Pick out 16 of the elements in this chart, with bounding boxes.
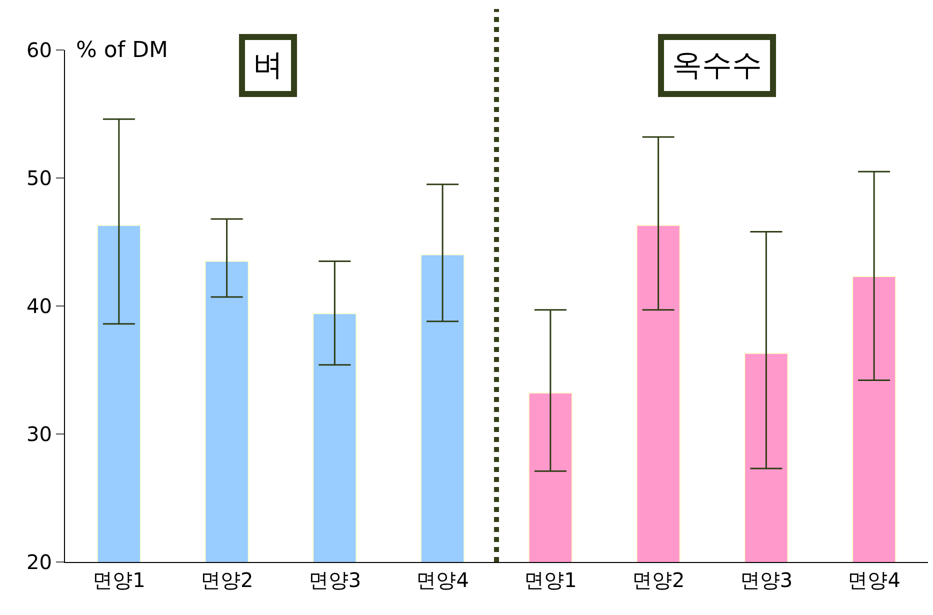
y-tick-label: 60	[26, 38, 52, 62]
y-tick-label: 30	[26, 422, 52, 446]
annotation: 옥수수	[672, 48, 762, 83]
annotation: 벼	[253, 48, 283, 83]
y-tick-label: 40	[26, 294, 52, 318]
x-tick-label: 면양2	[200, 568, 254, 592]
x-tick-label: 면양4	[416, 568, 469, 592]
x-tick-label: 면양2	[632, 568, 685, 592]
y-tick-label: 50	[26, 166, 52, 190]
x-tick-label: 면양1	[92, 568, 146, 592]
y-tick-label: 20	[26, 550, 52, 574]
x-tick-label: 면양3	[308, 568, 362, 592]
x-tick-label: 면양4	[848, 568, 900, 592]
x-tick-label: 면양1	[524, 568, 577, 592]
x-tick-label: 면양3	[740, 568, 793, 592]
y-axis-title: % of DM	[76, 38, 168, 63]
